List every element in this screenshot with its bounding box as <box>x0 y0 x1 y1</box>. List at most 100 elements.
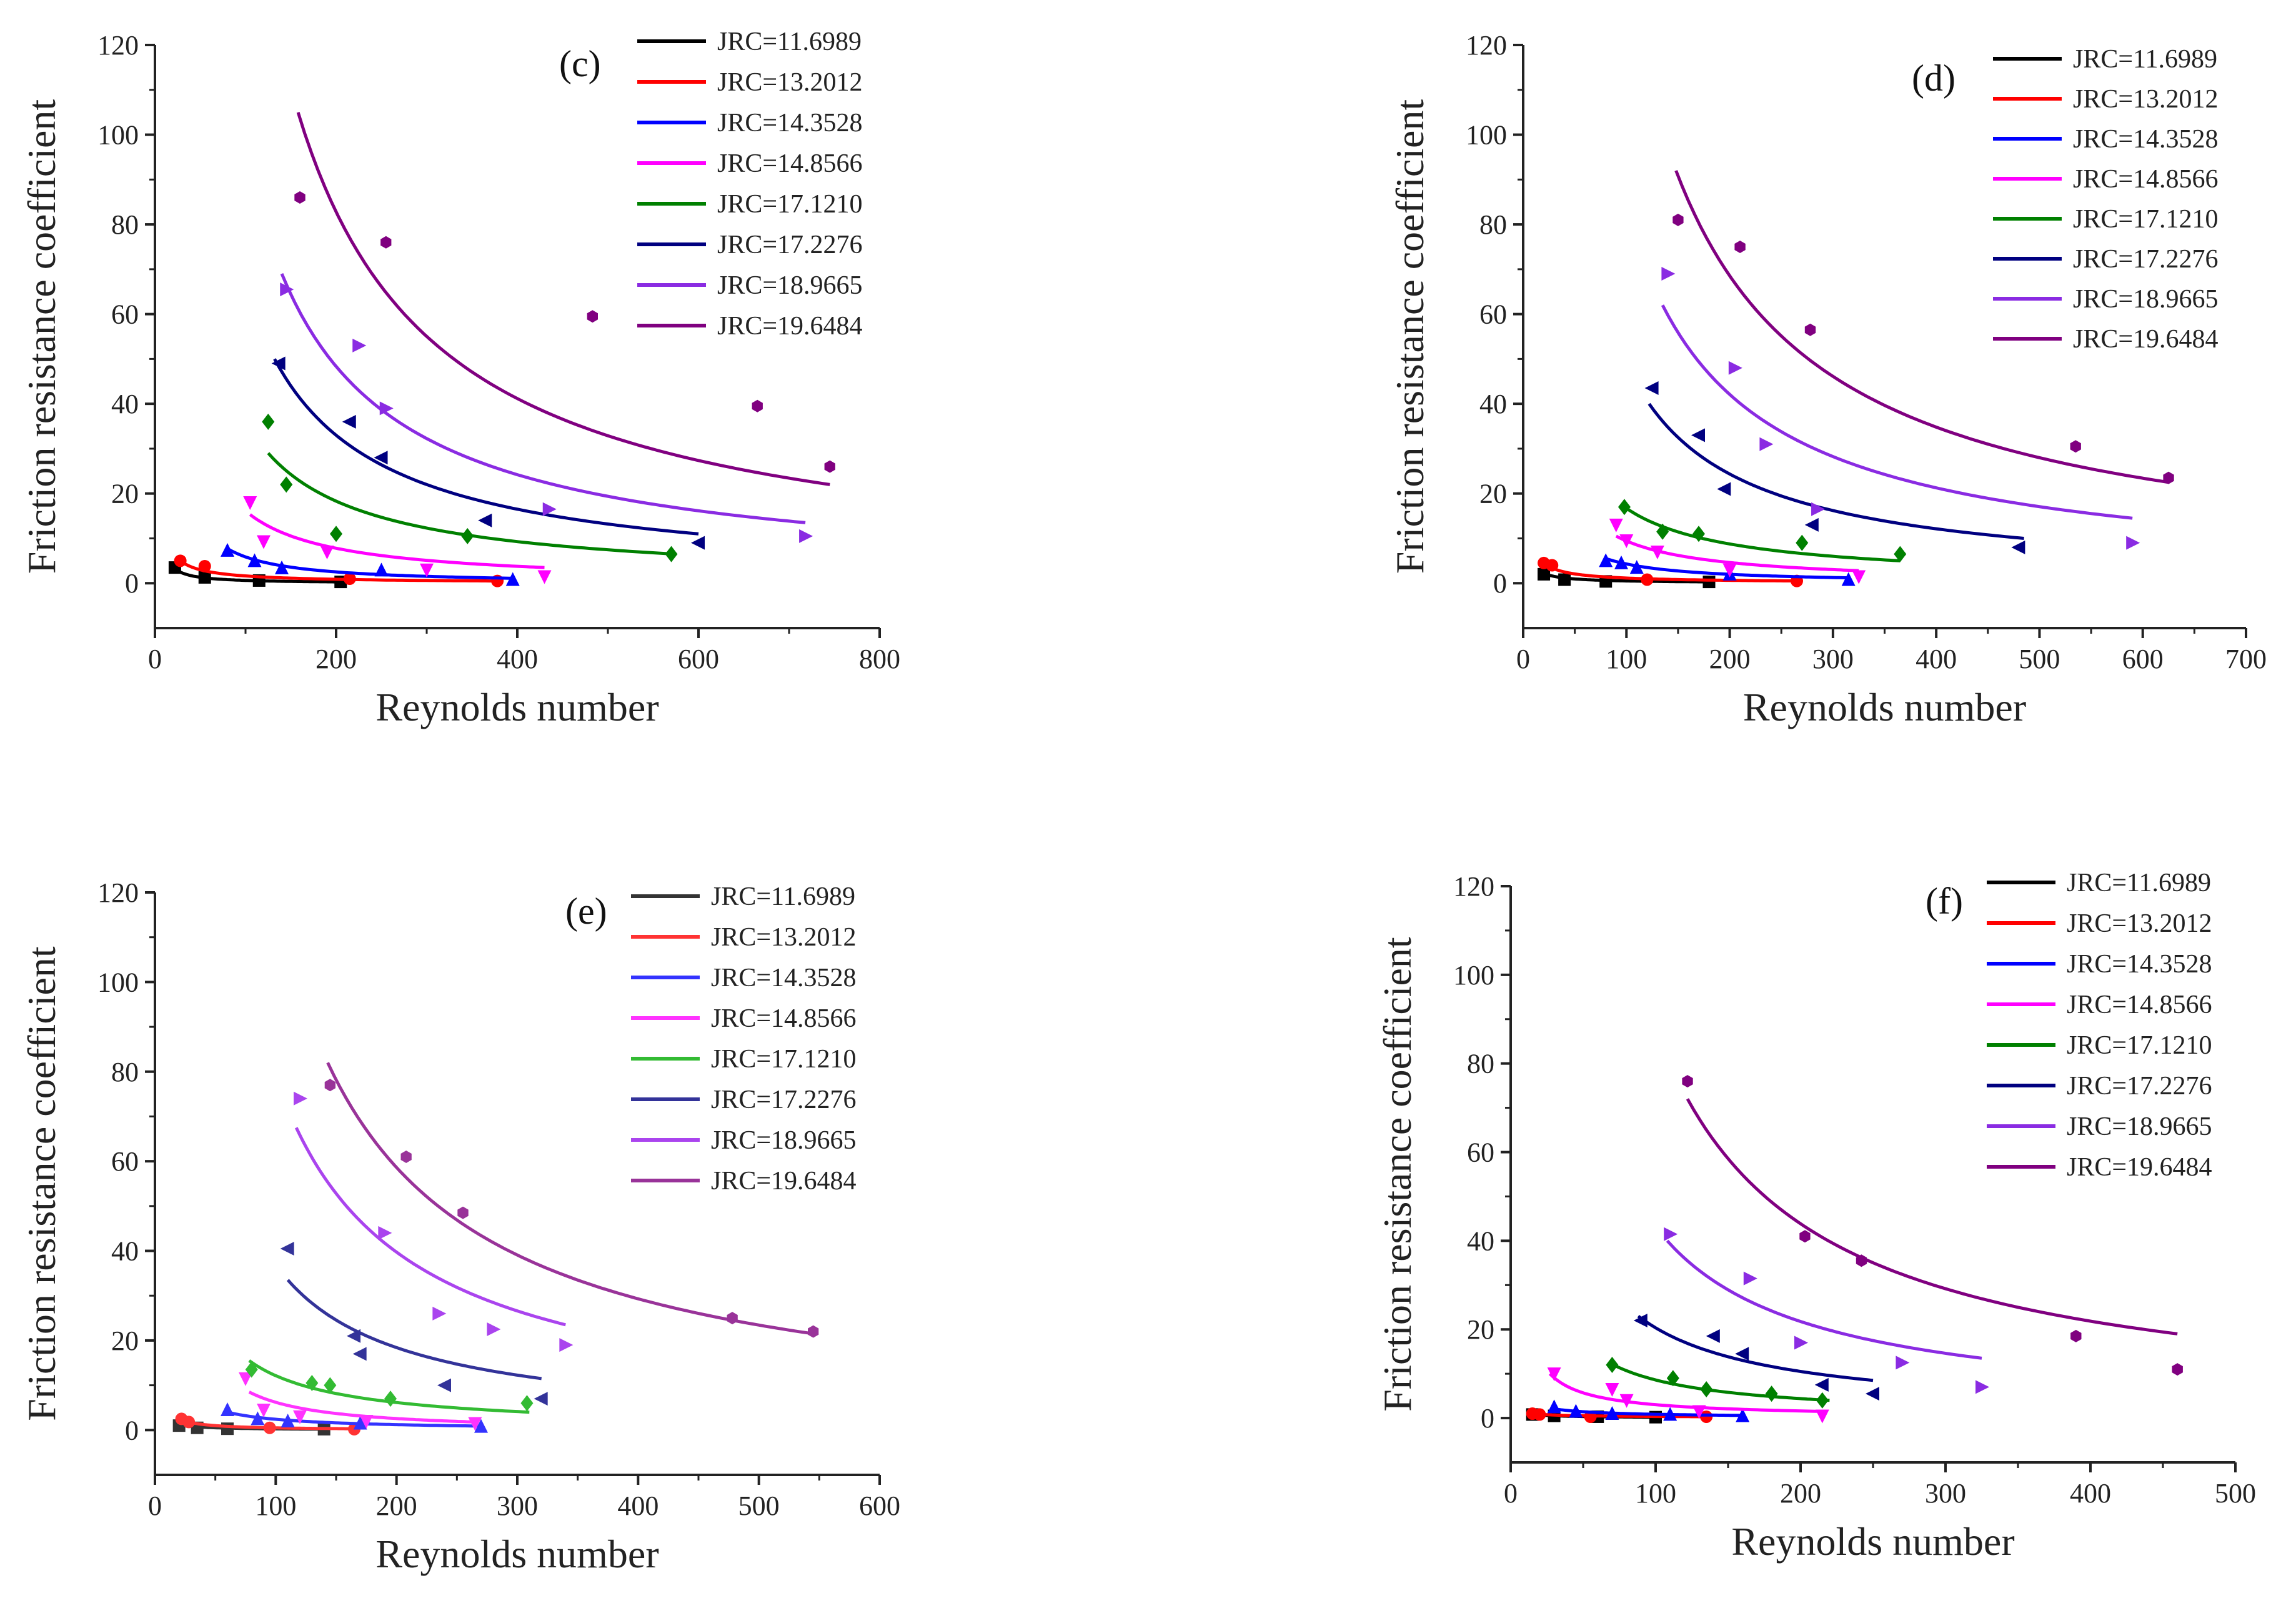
y-tick-label: 40 <box>1479 389 1507 419</box>
data-point <box>420 563 434 577</box>
fit-curve-jrc-11-6989 <box>1543 572 1709 584</box>
legend-label: JRC=13.2012 <box>711 923 857 952</box>
data-point <box>221 1422 234 1436</box>
data-point <box>280 282 294 297</box>
data-point <box>374 451 388 465</box>
data-point <box>432 1306 447 1321</box>
y-tick-label: 40 <box>1467 1226 1494 1256</box>
data-point <box>1804 323 1816 336</box>
fit-curve-jrc-14-3528 <box>1551 1407 1743 1417</box>
fit-curve-jrc-13-2012 <box>1543 561 1800 583</box>
legend: JRC=11.6989 JRC=13.2012 JRC=14.3528 JRC=14.… <box>631 882 857 1196</box>
legend-label: JRC=17.1210 <box>2073 205 2219 234</box>
legend-label: JRC=19.6484 <box>717 312 863 341</box>
data-point <box>1538 567 1551 581</box>
x-tick-label: 700 <box>2225 644 2267 674</box>
data-point <box>1606 1356 1619 1373</box>
legend-label: JRC=17.1210 <box>2067 1031 2212 1060</box>
data-point <box>808 1325 819 1338</box>
panel-label: (e) <box>565 891 607 932</box>
data-point <box>1706 1329 1720 1343</box>
y-tick-label: 120 <box>97 30 139 61</box>
data-point <box>239 1372 252 1386</box>
data-point <box>251 1411 265 1426</box>
fit-curve-jrc-14-3528 <box>226 547 513 580</box>
data-point <box>2011 540 2025 554</box>
data-point <box>262 413 275 430</box>
fit-curve-jrc-17-1210 <box>1620 503 1901 562</box>
y-tick-label: 100 <box>97 967 139 997</box>
fit-curve-jrc-18-9665 <box>1666 1239 1982 1360</box>
data-point <box>378 1226 392 1240</box>
x-tick-label: 400 <box>2070 1478 2111 1509</box>
legend-label: JRC=14.3528 <box>711 964 857 992</box>
data-point <box>263 1421 276 1434</box>
data-point <box>1661 267 1676 281</box>
x-tick-label: 300 <box>497 1491 538 1521</box>
y-axis-title: Friction resistance coefficient <box>19 946 64 1421</box>
y-tick-label: 80 <box>111 209 139 240</box>
x-tick-label: 0 <box>1504 1478 1518 1509</box>
data-point <box>1609 518 1623 532</box>
data-point <box>1656 523 1669 540</box>
y-tick-label: 120 <box>97 877 139 908</box>
data-point <box>1599 553 1613 567</box>
data-point <box>1547 1399 1561 1414</box>
y-tick-label: 0 <box>1493 568 1507 599</box>
x-tick-label: 600 <box>859 1491 900 1521</box>
x-tick-label: 600 <box>2122 644 2164 674</box>
data-point <box>379 401 394 416</box>
data-point <box>1734 241 1746 253</box>
fit-curve-jrc-19-6484 <box>1686 1098 2178 1336</box>
data-point <box>198 559 211 572</box>
y-axis-title: Friction resistance coefficient <box>1375 937 1419 1412</box>
data-point <box>1894 546 1907 562</box>
data-point <box>245 1361 258 1378</box>
legend-label: JRC=18.9665 <box>2073 285 2219 314</box>
legend-label: JRC=14.8566 <box>717 149 863 178</box>
chart-panel-2: 0 100 200 300 400 500 600 700 0 20 40 60 80 100 120 Rey… <box>1388 30 2267 729</box>
data-point <box>1692 1405 1706 1419</box>
data-point <box>347 1329 360 1343</box>
fit-curve-jrc-13-2012 <box>1532 1412 1707 1419</box>
data-point <box>1619 534 1634 549</box>
data-point <box>1666 1370 1679 1387</box>
fit-curve-jrc-17-2276 <box>286 1279 542 1381</box>
data-point <box>374 562 389 577</box>
data-point <box>1614 555 1629 569</box>
data-point <box>752 399 763 412</box>
data-point <box>1722 563 1737 577</box>
data-point <box>320 545 334 559</box>
legend-label: JRC=14.8566 <box>2067 991 2212 1019</box>
data-point <box>221 1402 234 1417</box>
data-point <box>221 542 234 557</box>
y-tick-label: 40 <box>111 389 139 419</box>
x-tick-label: 100 <box>255 1491 296 1521</box>
y-tick-label: 20 <box>1467 1314 1494 1345</box>
chart-panel-1: 0 200 400 600 800 0 20 40 60 80 100 120 Reynolds num… <box>19 27 900 729</box>
data-point <box>1692 526 1705 542</box>
data-point <box>1618 499 1631 516</box>
data-point <box>243 496 257 511</box>
legend-label: JRC=14.3528 <box>2067 950 2212 979</box>
data-point <box>400 1151 412 1163</box>
fit-curve-jrc-18-9665 <box>294 1127 566 1327</box>
x-tick-label: 200 <box>316 644 357 674</box>
data-point <box>1975 1380 1989 1394</box>
legend-label: JRC=17.2276 <box>2073 245 2219 274</box>
chart-panel-3: 0 100 200 300 400 500 600 0 20 40 60 80 100 120 Reynol… <box>19 877 900 1576</box>
legend-label: JRC=19.6484 <box>2073 325 2219 354</box>
data-point <box>343 572 356 586</box>
legend-label: JRC=11.6989 <box>711 882 855 911</box>
legend-label: JRC=14.8566 <box>711 1004 857 1033</box>
data-point <box>1866 1387 1879 1401</box>
data-point <box>1650 545 1664 559</box>
data-point <box>1796 534 1809 551</box>
data-point <box>198 571 211 584</box>
data-point <box>1852 570 1866 584</box>
data-point <box>257 535 271 549</box>
x-tick-label: 0 <box>148 1491 162 1521</box>
data-point <box>1816 1392 1829 1409</box>
data-point <box>1663 1407 1677 1421</box>
